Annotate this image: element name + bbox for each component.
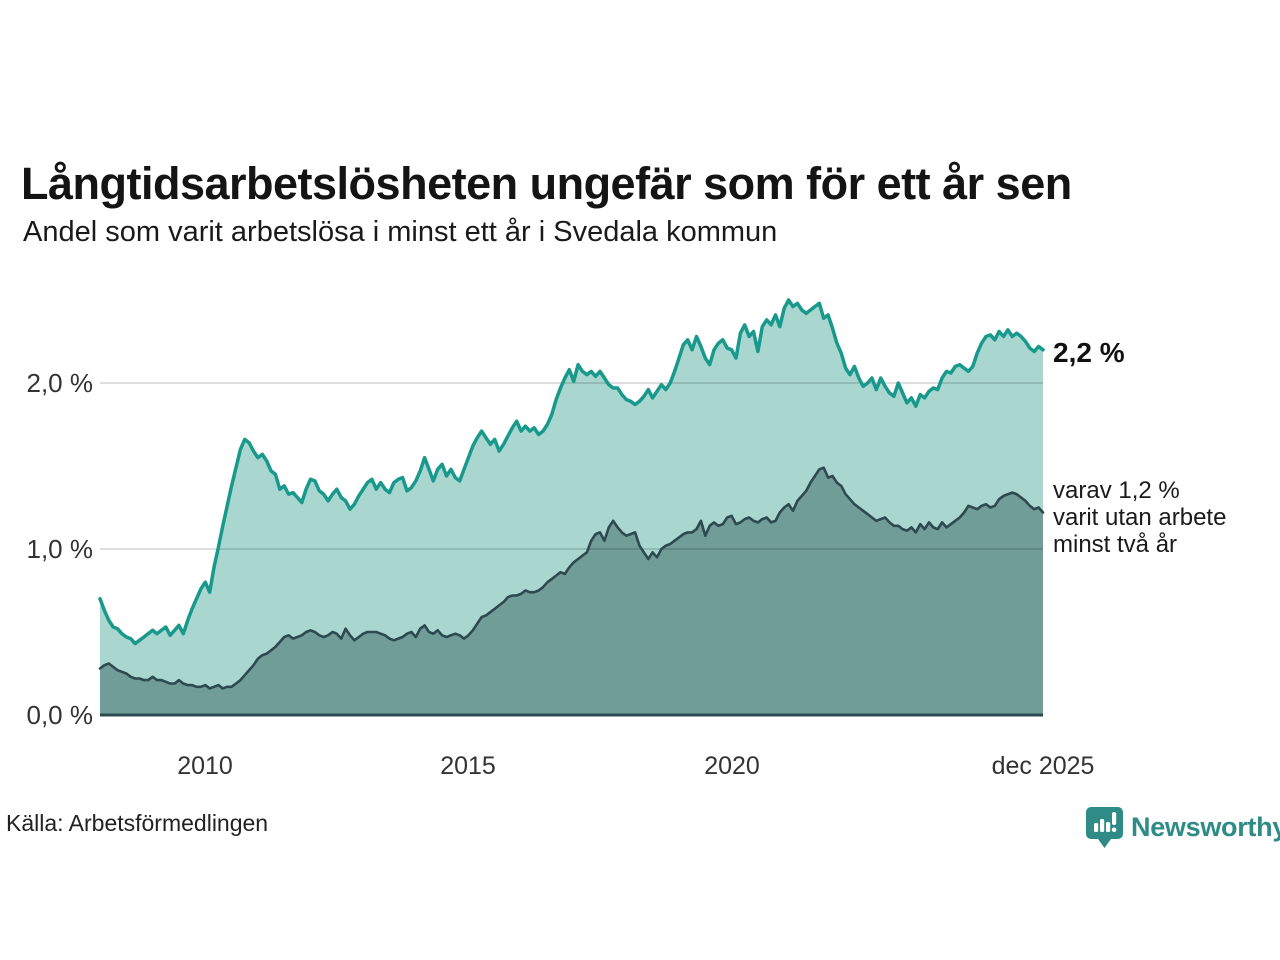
series1-line	[98, 298, 1045, 646]
series2-area-min-two-years	[100, 467, 1043, 715]
series1-end-value-label: 2,2 %	[1053, 337, 1125, 368]
annotation-line: varit utan arbete	[1053, 504, 1227, 531]
y-tick-label: 0,0 %	[26, 700, 94, 730]
y-tick-label: 1,0 %	[26, 534, 94, 564]
series2-line	[98, 466, 1045, 690]
page-title: Långtidsarbetslösheten ungefär som för e…	[21, 158, 1072, 210]
page-subtitle: Andel som varit arbetslösa i minst ett å…	[23, 216, 778, 248]
x-tick-label: dec 2025	[991, 752, 1095, 780]
source-credit: Källa: Arbetsförmedlingen	[6, 810, 269, 836]
x-tick-label: 2010	[177, 752, 233, 780]
y-tick-label: 2,0 %	[26, 368, 94, 398]
gridlines	[100, 382, 1043, 550]
annotation-line: minst två år	[1053, 531, 1178, 558]
x-tick-label: 2015	[440, 752, 496, 780]
brand-name: Newsworthy	[1131, 811, 1280, 842]
newsworthy-icon	[1086, 807, 1123, 848]
brand-logo: Newsworthy	[1086, 803, 1280, 851]
annotation-line: varav 1,2 %	[1053, 477, 1180, 504]
x-tick-label: 2020	[704, 752, 760, 780]
area-chart	[98, 298, 1045, 717]
series2-end-value-label: varav 1,2 % varit utan arbete minst två …	[1053, 477, 1226, 558]
